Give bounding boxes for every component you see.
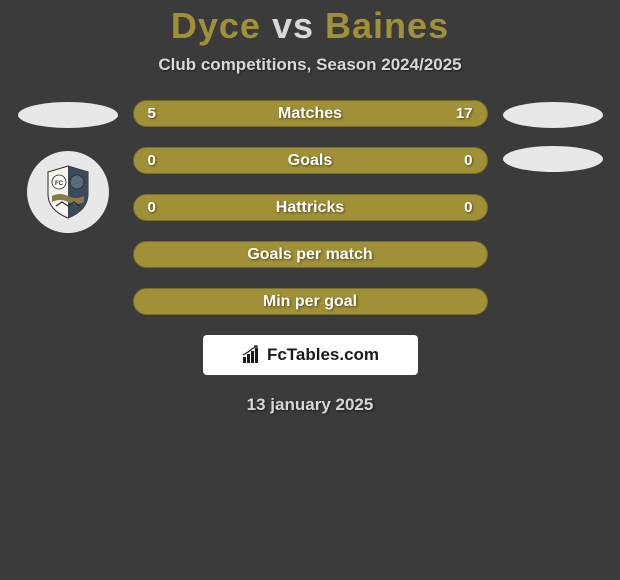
stat-label: Goals (288, 152, 332, 170)
left-column: FC (13, 100, 123, 233)
content-row: FC 5 Matches 17 0 Goals 0 0 Hattricks 0 Goals per… (0, 100, 620, 315)
stat-bar-min-per-goal: Min per goal (133, 288, 488, 315)
stat-left-value: 0 (148, 152, 178, 169)
stat-right-value: 17 (443, 105, 473, 122)
team-crest-icon: FC (44, 164, 92, 220)
stat-bar-hattricks: 0 Hattricks 0 (133, 194, 488, 221)
right-column (498, 100, 608, 190)
stat-right-value: 0 (443, 199, 473, 216)
date-text: 13 january 2025 (0, 395, 620, 415)
vs-text: vs (272, 5, 314, 46)
stat-bar-goals: 0 Goals 0 (133, 147, 488, 174)
player2-name: Baines (325, 5, 449, 46)
site-logo-box: FcTables.com (203, 335, 418, 375)
stat-label: Hattricks (276, 199, 344, 217)
stat-label: Matches (278, 105, 342, 123)
player1-name: Dyce (171, 5, 261, 46)
team-badge-circle: FC (27, 151, 109, 233)
bars-column: 5 Matches 17 0 Goals 0 0 Hattricks 0 Goals per ma… (133, 100, 488, 315)
main-container: Dyce vs Baines Club competitions, Season… (0, 0, 620, 415)
left-ellipse (18, 102, 118, 128)
stat-left-value: 0 (148, 199, 178, 216)
stat-right-value: 0 (443, 152, 473, 169)
logo-text: FcTables.com (267, 345, 379, 365)
subtitle-text: Club competitions, Season 2024/2025 (0, 55, 620, 75)
comparison-title: Dyce vs Baines (0, 5, 620, 47)
right-ellipse-1 (503, 102, 603, 128)
stat-left-value: 5 (148, 105, 178, 122)
stat-label: Min per goal (263, 293, 357, 311)
stat-bar-matches: 5 Matches 17 (133, 100, 488, 127)
right-ellipse-2 (503, 146, 603, 172)
chart-icon (241, 345, 263, 365)
stat-bar-goals-per-match: Goals per match (133, 241, 488, 268)
svg-text:FC: FC (55, 181, 64, 187)
stat-label: Goals per match (247, 246, 372, 264)
site-logo: FcTables.com (241, 345, 379, 365)
